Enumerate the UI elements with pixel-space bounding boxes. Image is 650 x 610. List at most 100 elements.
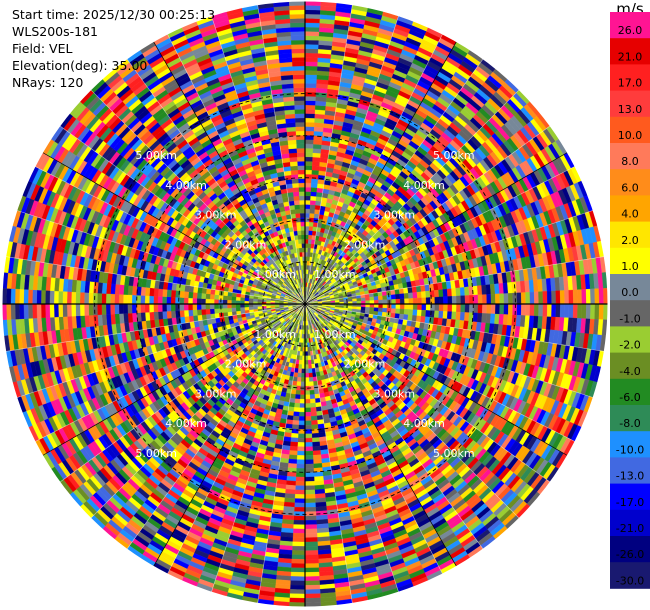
range-ring-label: 3.00km	[195, 209, 237, 222]
ray-separator	[257, 4, 306, 305]
azimuth-line	[153, 303, 306, 567]
colorbar-bin	[610, 300, 650, 327]
colorbar-tick-label: 2.0	[621, 234, 639, 247]
range-ring-label: 4.00km	[165, 417, 207, 430]
ray-separator	[90, 89, 306, 305]
colorbar-bin	[610, 38, 650, 65]
ray-separator	[304, 303, 443, 575]
colorbar-tick-label: -4.0	[619, 365, 640, 378]
colorbar-tick-label: -2.0	[619, 339, 640, 352]
colorbar-bin	[610, 195, 650, 222]
ray-separator	[304, 303, 576, 442]
colorbar-bin	[610, 352, 650, 380]
field-label: Field: VEL	[12, 41, 73, 56]
ray-separator	[167, 33, 306, 305]
ray-separator	[304, 303, 605, 352]
colorbar-bin	[610, 536, 650, 563]
ray-separator	[304, 303, 484, 550]
azimuth-line	[42, 152, 306, 305]
range-ring-label: 2.00km	[344, 358, 386, 371]
colorbar-tick-label: -26.0	[616, 548, 644, 561]
colorbar-tick-label: 13.0	[618, 103, 643, 116]
colorbar-tick-label: -30.0	[616, 574, 644, 587]
colorbar-tick-label: 8.0	[621, 155, 639, 168]
colorbar-bin	[610, 326, 650, 353]
colorbar-tick-label: 10.0	[618, 129, 643, 142]
ppi-boundary	[1, 0, 609, 608]
colorbar-bin	[610, 483, 650, 511]
colorbar-bin	[610, 378, 650, 406]
ray-separator	[211, 15, 306, 305]
colorbar-bin	[610, 457, 650, 484]
range-ring-label: 5.00km	[135, 447, 177, 460]
ray-separator	[59, 303, 306, 483]
range-ring	[262, 261, 348, 347]
range-ring-label: 3.00km	[374, 387, 416, 400]
ray-separator	[304, 33, 443, 305]
ray-separator	[16, 210, 306, 305]
colorbar-bin	[610, 143, 650, 170]
ray-separator	[304, 303, 551, 483]
range-ring	[220, 219, 390, 389]
range-ring-label: 2.00km	[225, 358, 267, 371]
ray-separator	[304, 89, 520, 305]
range-ring-label: 4.00km	[403, 417, 445, 430]
colorbar-tick-label: 17.0	[618, 77, 643, 90]
colorbar-tick-label: -6.0	[619, 391, 640, 404]
range-ring-label: 1.00km	[254, 268, 296, 281]
range-ring	[178, 177, 432, 431]
ray-separator	[304, 15, 399, 305]
range-ring-label: 5.00km	[433, 149, 475, 162]
ray-separator	[304, 58, 484, 305]
range-ring-label: 3.00km	[195, 387, 237, 400]
ray-separator	[257, 303, 306, 604]
ray-separator	[126, 303, 306, 550]
colorbar-bin	[610, 169, 650, 196]
site-label: WLS200s-181	[12, 24, 98, 39]
azimuth-line	[304, 303, 568, 456]
colorbar-bin	[610, 431, 650, 458]
colorbar-tick-label: -1.0	[619, 312, 640, 325]
elevation-label: Elevation(deg): 35.00	[12, 58, 148, 73]
ray-separator	[304, 303, 353, 604]
info-panel: Start time: 2025/12/30 00:25:13 WLS200s-…	[12, 6, 215, 91]
colorbar-bin	[610, 247, 650, 275]
colorbar-tick-label: 6.0	[621, 181, 639, 194]
start-time-label: Start time: 2025/12/30 00:25:13	[12, 7, 216, 22]
colorbar-tick-label: 26.0	[618, 24, 643, 37]
range-ring-label: 5.00km	[135, 149, 177, 162]
colorbar-tick-label: -8.0	[619, 417, 640, 430]
ray-separator	[167, 303, 306, 575]
ray-separator	[211, 303, 306, 593]
ray-separator	[34, 303, 306, 442]
colorbar-tick-label: 0.0	[621, 286, 639, 299]
range-ring-label: 2.00km	[225, 239, 267, 252]
ray-separator	[59, 125, 306, 305]
velocity-gates	[1, 0, 609, 608]
colorbar-bin	[610, 12, 650, 39]
azimuth-line	[153, 41, 306, 305]
colorbar-tick-label: 4.0	[621, 208, 639, 221]
colorbar-bin	[610, 562, 650, 589]
colorbar-bin	[610, 274, 650, 301]
ray-separator	[5, 303, 306, 352]
ray-separator	[304, 166, 576, 305]
colorbar-bin	[610, 405, 650, 432]
colorbar-bin	[610, 90, 650, 118]
range-ring-label: 2.00km	[344, 239, 386, 252]
colorbar-tick-label: 1.0	[621, 260, 639, 273]
azimuth-line	[304, 303, 457, 567]
range-ring-label: 3.00km	[374, 209, 416, 222]
colorbar-bin	[610, 509, 650, 537]
ray-separator	[126, 58, 306, 305]
ray-separator	[304, 303, 520, 519]
azimuth-line	[42, 303, 306, 456]
ray-separator	[34, 166, 306, 305]
colorbar-tick-label: -13.0	[616, 470, 644, 483]
ray-separator	[304, 303, 594, 398]
colorbar: 26.0 21.0 17.0 13.0 10.0 8.0 6.0 4.0 2.0 1.0 0.0 -1…	[610, 12, 650, 589]
range-ring	[136, 135, 474, 473]
range-ring-label: 4.00km	[403, 179, 445, 192]
azimuth-line	[304, 41, 457, 305]
colorbar-tick-label: -21.0	[616, 522, 644, 535]
